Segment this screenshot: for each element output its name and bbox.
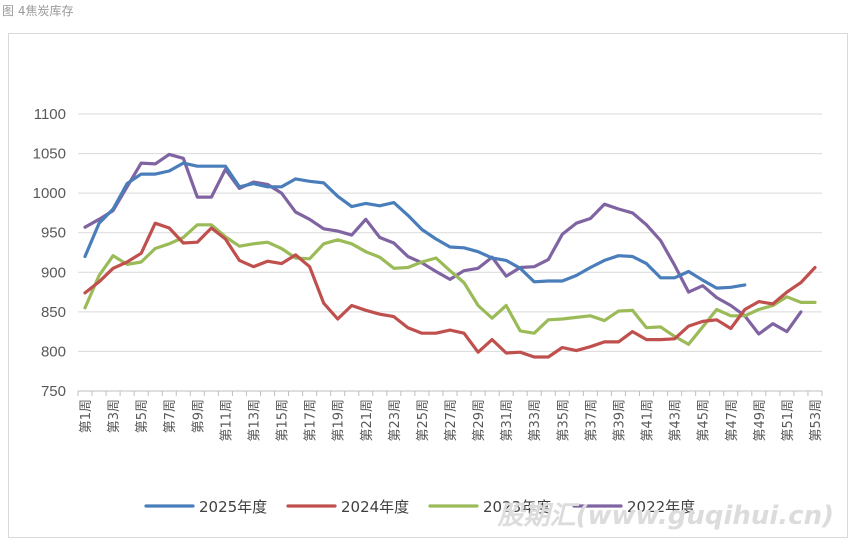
y-tick-label: 800 (41, 343, 66, 360)
legend-label: 2024年度 (341, 498, 409, 516)
x-tick-label: 第51周 (781, 399, 796, 442)
legend-label: 2023年度 (483, 498, 551, 516)
x-tick-label: 第41周 (641, 399, 656, 442)
x-tick-label: 第11周 (219, 399, 234, 442)
x-tick-label: 第31周 (500, 399, 515, 442)
legend: 2025年度 2024年度 2023年度 2022年度 (144, 498, 695, 516)
x-tick-label: 第35周 (556, 399, 571, 442)
x-tick-label: 第19周 (332, 399, 347, 442)
x-tick-label: 第27周 (444, 399, 459, 442)
legend-label: 2025年度 (199, 498, 267, 516)
y-tick-label: 1050 (33, 146, 66, 163)
x-tick-label: 第39周 (612, 399, 627, 442)
y-tick-label: 1100 (34, 106, 66, 123)
x-tick-label: 第47周 (725, 399, 740, 442)
y-tick-label: 850 (41, 304, 66, 321)
series-line (83, 161, 747, 290)
legend-label: 2022年度 (627, 498, 695, 516)
x-tick-label: 第53周 (809, 399, 824, 442)
x-tick-label: 第7周 (163, 399, 178, 433)
figure-caption: 图 4焦炭库存 (2, 4, 74, 18)
series-lines (83, 152, 817, 359)
x-tick-label: 第29周 (472, 399, 487, 442)
x-tick-label: 第1周 (79, 399, 94, 433)
y-tick-label: 1000 (33, 185, 66, 202)
y-tick-label: 950 (41, 225, 66, 242)
x-tick-label: 第37周 (584, 399, 599, 442)
watermark: 股期汇(www.guqihui.cn) (497, 501, 834, 531)
x-tick-label: 第15周 (276, 399, 291, 442)
y-tick-label: 900 (41, 264, 66, 281)
x-tick-label: 第45周 (697, 399, 712, 442)
chart-frame (8, 33, 848, 538)
x-axis-ticks: 第1周 第3周 第5周 第7周 第9周 第11周 第13周 第15周 第17周 第19周 第21周第… (79, 399, 824, 442)
x-tick-label: 第25周 (416, 399, 431, 442)
y-axis-ticks: 750 800 850 900 950 1000 1050 1100 (33, 106, 66, 400)
series-line (83, 223, 817, 346)
x-tick-label: 第9周 (191, 399, 206, 433)
x-tick-label: 第13周 (247, 399, 262, 442)
x-tick-label: 第21周 (360, 399, 375, 442)
x-tick-label: 第3周 (107, 399, 122, 433)
x-tick-label: 第49周 (753, 399, 768, 442)
x-tick-label: 第33周 (528, 399, 543, 442)
x-tick-label: 第5周 (135, 399, 150, 433)
x-tick-label: 第17周 (304, 399, 319, 442)
y-tick-label: 750 (41, 383, 66, 400)
x-tick-label: 第23周 (388, 399, 403, 442)
x-tick-label: 第43周 (669, 399, 684, 442)
series-line (83, 152, 803, 336)
series-line (83, 221, 817, 359)
x-axis (77, 390, 823, 396)
